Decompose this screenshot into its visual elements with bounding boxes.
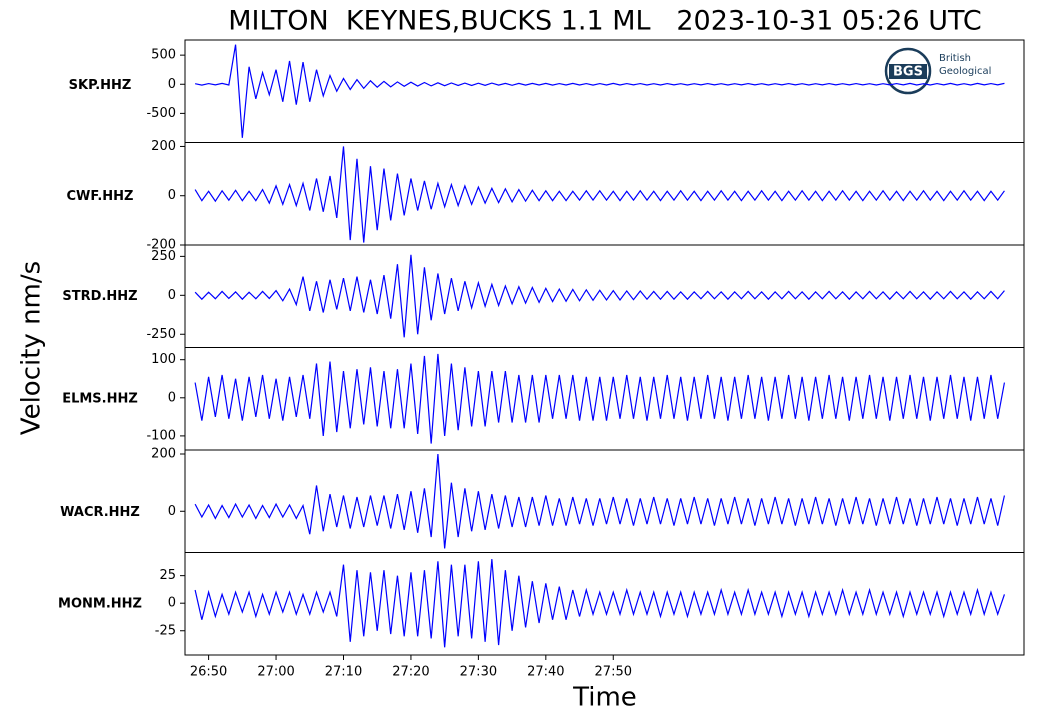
station-label: SKP.HHZ: [69, 78, 132, 93]
x-tick-label: 26:50: [190, 665, 227, 680]
y-tick-label: 200: [151, 139, 176, 154]
x-axis-label: Time: [572, 683, 637, 713]
y-tick-label: 250: [151, 249, 176, 264]
x-tick-label: 27:40: [527, 665, 564, 680]
x-tick-label: 27:00: [257, 665, 294, 680]
y-tick-label: -200: [146, 238, 176, 253]
station-label: WACR.HHZ: [60, 505, 140, 520]
y-tick-label: 0: [168, 77, 176, 92]
y-tick-label: 0: [168, 288, 176, 303]
waveform: [194, 146, 1005, 243]
x-tick-label: 27:20: [392, 665, 429, 680]
y-tick-label: 500: [151, 48, 176, 63]
waveform: [194, 559, 1006, 648]
y-tick-label: 0: [168, 596, 176, 611]
y-tick-label: -100: [146, 428, 176, 443]
waveform: [194, 254, 1005, 338]
logo-ring: [884, 47, 932, 95]
logo-text: British: [939, 53, 971, 64]
logo-band: [889, 64, 927, 79]
logo: BGS British Geological: [884, 47, 991, 95]
panel-frame: [184, 552, 1025, 656]
x-tick-label: 27:10: [325, 665, 362, 680]
waveform: [194, 353, 1006, 444]
x-tick-label: 27:50: [595, 665, 632, 680]
station-label: MONM.HHZ: [58, 597, 142, 612]
y-tick-label: 100: [151, 352, 176, 367]
station-label: STRD.HHZ: [62, 289, 137, 304]
waveform: [194, 453, 1006, 549]
y-tick-label: 0: [168, 504, 176, 519]
logo-text: Geological: [939, 66, 991, 77]
y-tick-label: -25: [155, 623, 176, 638]
x-tick-label: 27:30: [460, 665, 497, 680]
y-tick-label: 0: [168, 390, 176, 405]
y-tick-label: 25: [159, 568, 176, 583]
y-tick-label: 0: [168, 188, 176, 203]
waveform: [194, 44, 1005, 138]
y-tick-label: -250: [146, 327, 176, 342]
y-tick-label: -500: [146, 106, 176, 121]
station-label: CWF.HHZ: [67, 189, 134, 204]
chart-title: MILTON KEYNES,BUCKS 1.1 ML 2023-10-31 05…: [228, 6, 982, 37]
y-tick-label: 200: [151, 447, 176, 462]
y-axis-label: Velocity nm/s: [17, 261, 47, 435]
logo-mark: BGS: [893, 65, 923, 80]
station-label: ELMS.HHZ: [62, 391, 138, 406]
